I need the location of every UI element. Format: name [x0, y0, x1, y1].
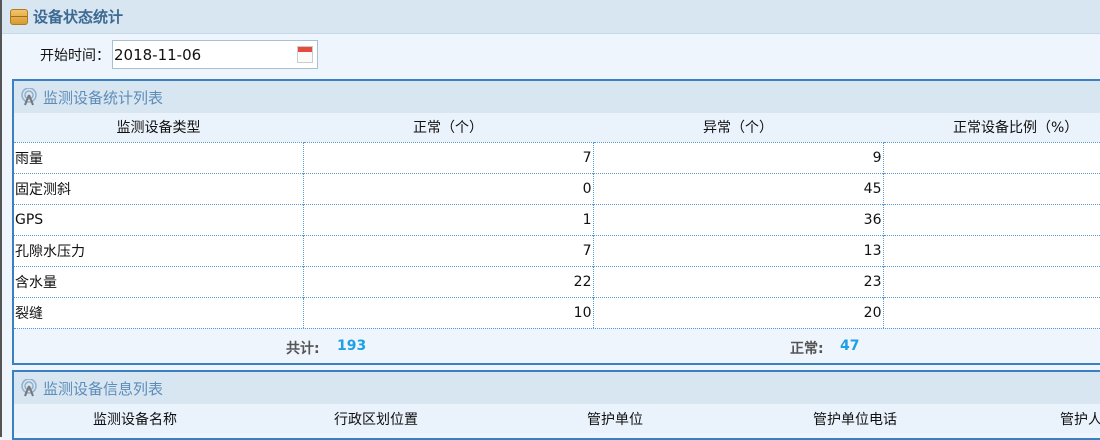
col-header-normal: 正常（个） [303, 113, 593, 142]
ratio-cell [882, 203, 1100, 235]
info-panel: 监测设备信息列表 监测设备名称 行政区划位置 管护单位 管护单位电话 管护人 [12, 370, 1100, 440]
ratio-cell [882, 141, 1100, 173]
ratio-cell [882, 234, 1100, 266]
abnormal-cell: 45 [592, 172, 883, 204]
stats-panel-title: 监测设备统计列表 [43, 88, 164, 107]
info-table: 监测设备名称 行政区划位置 管护单位 管护单位电话 管护人 [14, 404, 1100, 433]
table-row: 雨量 7 9 [14, 141, 1100, 173]
ratio-cell [882, 296, 1100, 328]
ratio-cell [882, 172, 1100, 204]
table-row: 含水量 22 23 [14, 265, 1100, 297]
abnormal-cell: 23 [592, 265, 883, 297]
total-value: 193 [337, 338, 367, 354]
normal-cell: 10 [302, 296, 593, 328]
table-row: GPS 1 36 [14, 203, 1100, 235]
table-row: 固定测斜 0 45 [14, 172, 1100, 204]
col-header-name: 监测设备名称 [14, 404, 256, 433]
normal-cell: 7 [302, 234, 593, 266]
col-header-keeper: 管护人 [976, 404, 1100, 433]
antenna-icon [21, 88, 37, 106]
start-time-label: 开始时间： [40, 47, 110, 64]
start-date-value: 2018-11-06 [114, 45, 202, 64]
normal-cell: 0 [302, 172, 593, 204]
table-row: 裂缝 10 20 [14, 296, 1100, 328]
page-title: 设备状态统计 [33, 8, 124, 26]
col-header-unit-phone: 管护单位电话 [734, 404, 976, 433]
date-filter: 开始时间： 2018-11-06 [40, 40, 318, 69]
normal-cell: 7 [302, 141, 593, 173]
col-header-unit: 管护单位 [496, 404, 734, 433]
abnormal-cell: 13 [592, 234, 883, 266]
type-cell: 孔隙水压力 [14, 234, 303, 266]
type-cell: 雨量 [14, 141, 303, 173]
abnormal-cell: 9 [592, 141, 883, 173]
normal-cell: 22 [302, 265, 593, 297]
calendar-icon[interactable] [297, 46, 313, 63]
stats-panel: 监测设备统计列表 监测设备类型 正常（个） 异常（个） 正常设备比例（%） 雨量… [12, 79, 1100, 365]
normal-label: 正常: [790, 341, 824, 357]
type-cell: GPS [14, 203, 303, 235]
type-cell: 裂缝 [14, 296, 303, 328]
total-label: 共计: [286, 341, 320, 357]
ratio-cell [882, 265, 1100, 297]
col-header-type: 监测设备类型 [14, 113, 303, 142]
page-header: 设备状态统计 [2, 0, 1100, 34]
box-icon [10, 8, 28, 25]
table-row: 孔隙水压力 7 13 [14, 234, 1100, 266]
abnormal-cell: 20 [592, 296, 883, 328]
summary-row: 共计: 193 正常: 47 [14, 328, 1100, 363]
normal-cell: 1 [302, 203, 593, 235]
antenna-icon [21, 379, 37, 397]
info-panel-title: 监测设备信息列表 [43, 379, 164, 398]
normal-value: 47 [840, 338, 860, 354]
col-header-abnormal: 异常（个） [593, 113, 883, 142]
start-date-input[interactable]: 2018-11-06 [112, 40, 318, 69]
info-panel-header: 监测设备信息列表 [14, 372, 1100, 404]
col-header-ratio: 正常设备比例（%） [883, 113, 1100, 142]
abnormal-cell: 36 [592, 203, 883, 235]
stats-table: 监测设备类型 正常（个） 异常（个） 正常设备比例（%） 雨量 7 9 固定测斜 0 45… [14, 113, 1100, 328]
type-cell: 含水量 [14, 265, 303, 297]
stats-panel-header: 监测设备统计列表 [14, 81, 1100, 113]
col-header-region: 行政区划位置 [256, 404, 496, 433]
type-cell: 固定测斜 [14, 172, 303, 204]
